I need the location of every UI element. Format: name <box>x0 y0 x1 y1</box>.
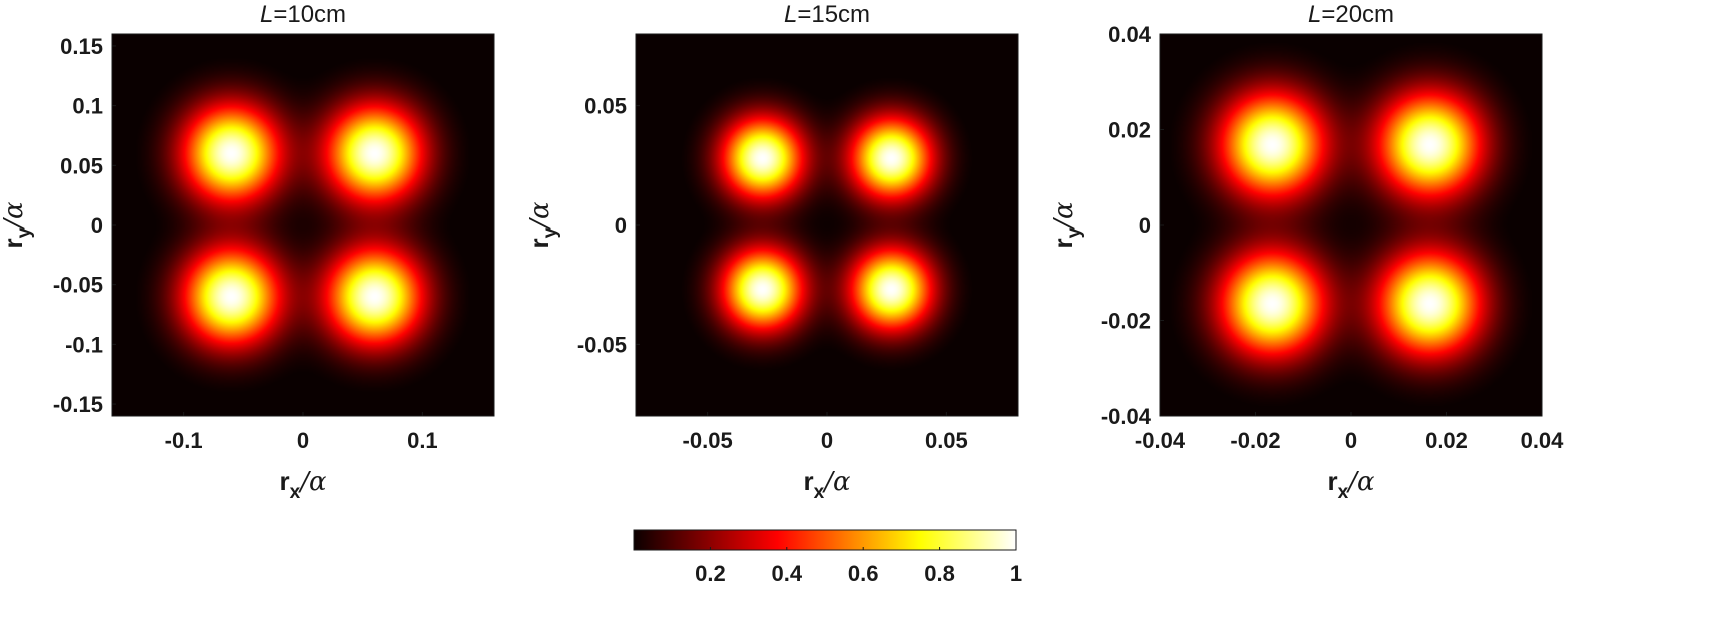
y-tick-label: 0.05 <box>60 153 103 178</box>
x-tick-label: 0.1 <box>407 428 438 453</box>
y-tick-label: 0.15 <box>60 34 103 59</box>
colorbar: 0.2 0.4 0.6 0.8 1 <box>633 529 1022 586</box>
y-tick-label: -0.05 <box>577 332 627 357</box>
x-tick-label: 0 <box>1345 428 1357 453</box>
x-tick-label: 0.05 <box>925 428 968 453</box>
panel-2: L=15cm -0.05 0 0.05 0.05 0 -0.05 rx/α ry/α <box>524 1 1019 503</box>
x-tick-label: -0.02 <box>1230 428 1280 453</box>
y-tick-label: 0 <box>615 213 627 238</box>
y-axis-label: ry/α <box>524 201 561 248</box>
x-tick-label: -0.05 <box>683 428 733 453</box>
y-tick-label: 0.1 <box>72 94 103 119</box>
panel-title: L=15cm <box>784 1 870 28</box>
x-axis-label: rx/α <box>803 466 850 503</box>
y-tick-label: 0.02 <box>1108 118 1151 143</box>
x-tick-label: -0.1 <box>165 428 203 453</box>
colorbar-tick-label: 0.8 <box>924 561 955 586</box>
heatmap-image <box>112 34 494 416</box>
x-axis-label: rx/α <box>279 466 326 503</box>
y-axis-label: ry/α <box>1048 201 1085 248</box>
y-tick-label: -0.05 <box>53 273 103 298</box>
x-axis-label: rx/α <box>1327 466 1374 503</box>
heatmap-image <box>1160 34 1542 416</box>
y-tick-label: -0.02 <box>1101 309 1151 334</box>
colorbar-tick-label: 0.2 <box>695 561 726 586</box>
y-tick-label: -0.15 <box>53 392 103 417</box>
panel-3: L=20cm -0.04 -0.02 0 0.02 0.04 0.04 0.02 0 -0.02 -… <box>1048 1 1564 503</box>
panel-title: L=10cm <box>260 1 346 28</box>
y-tick-label: 0 <box>91 213 103 238</box>
x-tick-label: 0 <box>821 428 833 453</box>
colorbar-tick-label: 0.6 <box>848 561 879 586</box>
x-tick-label: 0 <box>297 428 309 453</box>
y-tick-label: 0 <box>1139 213 1151 238</box>
panel-title: L=20cm <box>1308 1 1394 28</box>
x-tick-label: 0.02 <box>1425 428 1468 453</box>
y-tick-label: 0.04 <box>1108 22 1152 47</box>
x-tick-label: -0.04 <box>1135 428 1186 453</box>
y-tick-label: -0.1 <box>65 332 103 357</box>
colorbar-tick-label: 1 <box>1010 561 1022 586</box>
panel-1: L=10cm -0.1 0 0.1 0.15 0.1 0.05 0 -0.05 -0.1 -0.15… <box>0 1 495 503</box>
heatmap-image <box>636 34 1018 416</box>
colorbar-tick-label: 0.4 <box>772 561 803 586</box>
x-tick-label: 0.04 <box>1521 428 1565 453</box>
y-tick-label: -0.04 <box>1101 404 1152 429</box>
panels: L=10cm -0.1 0 0.1 0.15 0.1 0.05 0 -0.05 -0.1 -0.15… <box>0 1 1564 503</box>
colorbar-gradient <box>633 529 1017 551</box>
y-tick-label: 0.05 <box>584 94 627 119</box>
y-axis-label: ry/α <box>0 201 35 248</box>
